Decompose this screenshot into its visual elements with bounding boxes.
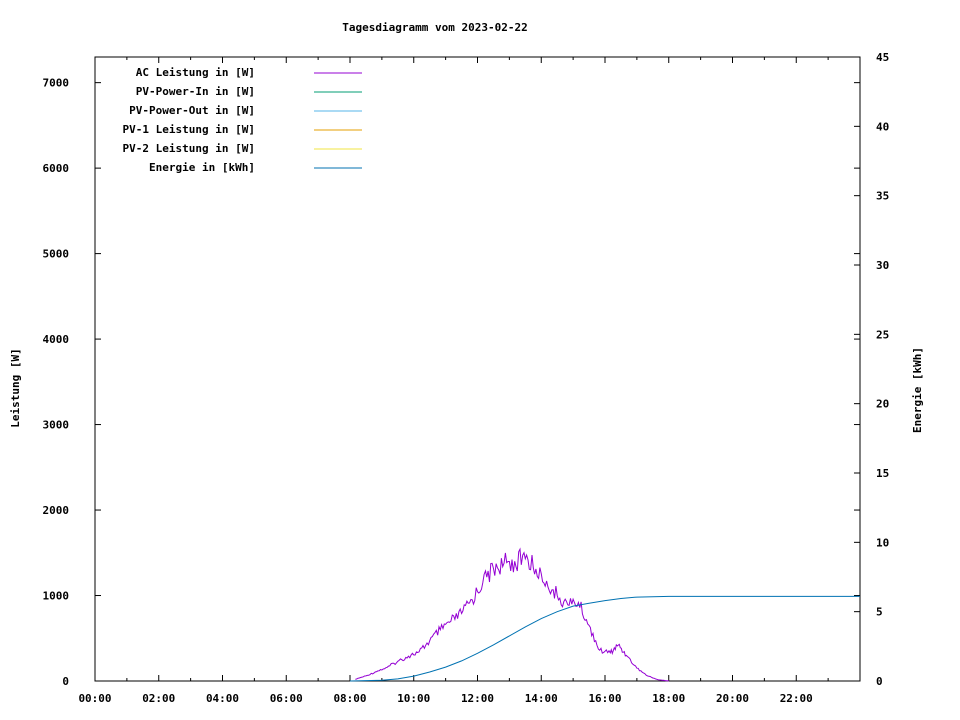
y-tick-label: 4000	[43, 333, 70, 346]
y-axis-right: 0 5 10 15 20 25 30 35 40 45	[854, 51, 889, 688]
legend-label: PV-Power-Out in [W]	[129, 104, 255, 117]
x-axis: 00:00 02:00 04:00 06:00 08:00 10:00 12:00 14:00…	[78, 57, 829, 705]
y2-tick-label: 5	[876, 606, 883, 619]
x-tick-label: 18:00	[652, 692, 685, 705]
y-tick-label: 7000	[43, 77, 70, 90]
series-line	[349, 595, 860, 682]
y2-tick-label: 30	[876, 259, 889, 272]
y2-tick-label: 15	[876, 467, 889, 480]
y2-tick-label: 0	[876, 675, 883, 688]
x-tick-label: 12:00	[461, 692, 494, 705]
x-tick-label: 22:00	[780, 692, 813, 705]
y2-axis-label: Energie [kWh]	[911, 347, 924, 433]
x-tick-label: 04:00	[206, 692, 239, 705]
series-line	[355, 547, 669, 682]
y-axis-label: Leistung [W]	[9, 348, 22, 427]
legend-label: PV-1 Leistung in [W]	[123, 123, 255, 136]
y-tick-label: 6000	[43, 162, 70, 175]
x-tick-label: 02:00	[142, 692, 175, 705]
y-axis-left: 0 1000 2000 3000 4000 5000 6000 7000	[43, 77, 860, 688]
y2-tick-label: 45	[876, 51, 889, 64]
x-tick-label: 10:00	[397, 692, 430, 705]
x-tick-label: 06:00	[270, 692, 303, 705]
y2-tick-label: 40	[876, 120, 889, 133]
y2-tick-label: 35	[876, 190, 889, 203]
legend-label: AC Leistung in [W]	[136, 66, 255, 79]
legend-label: Energie in [kWh]	[149, 161, 255, 174]
chart-title: Tagesdiagramm vom 2023-02-22	[342, 21, 527, 34]
y2-tick-label: 25	[876, 328, 889, 341]
y-tick-label: 5000	[43, 248, 70, 261]
y2-tick-label: 20	[876, 398, 889, 411]
x-tick-label: 08:00	[333, 692, 366, 705]
y-tick-label: 0	[62, 675, 69, 688]
y-tick-label: 2000	[43, 504, 70, 517]
x-tick-label: 14:00	[525, 692, 558, 705]
series-layer	[349, 547, 860, 682]
x-tick-label: 20:00	[716, 692, 749, 705]
y2-tick-label: 10	[876, 536, 889, 549]
legend-label: PV-2 Leistung in [W]	[123, 142, 255, 155]
x-tick-label: 00:00	[78, 692, 111, 705]
legend-label: PV-Power-In in [W]	[136, 85, 255, 98]
x-tick-label: 16:00	[588, 692, 621, 705]
y-tick-label: 1000	[43, 590, 70, 603]
y-tick-label: 3000	[43, 419, 70, 432]
legend: AC Leistung in [W] PV-Power-In in [W] PV-P…	[123, 66, 362, 174]
